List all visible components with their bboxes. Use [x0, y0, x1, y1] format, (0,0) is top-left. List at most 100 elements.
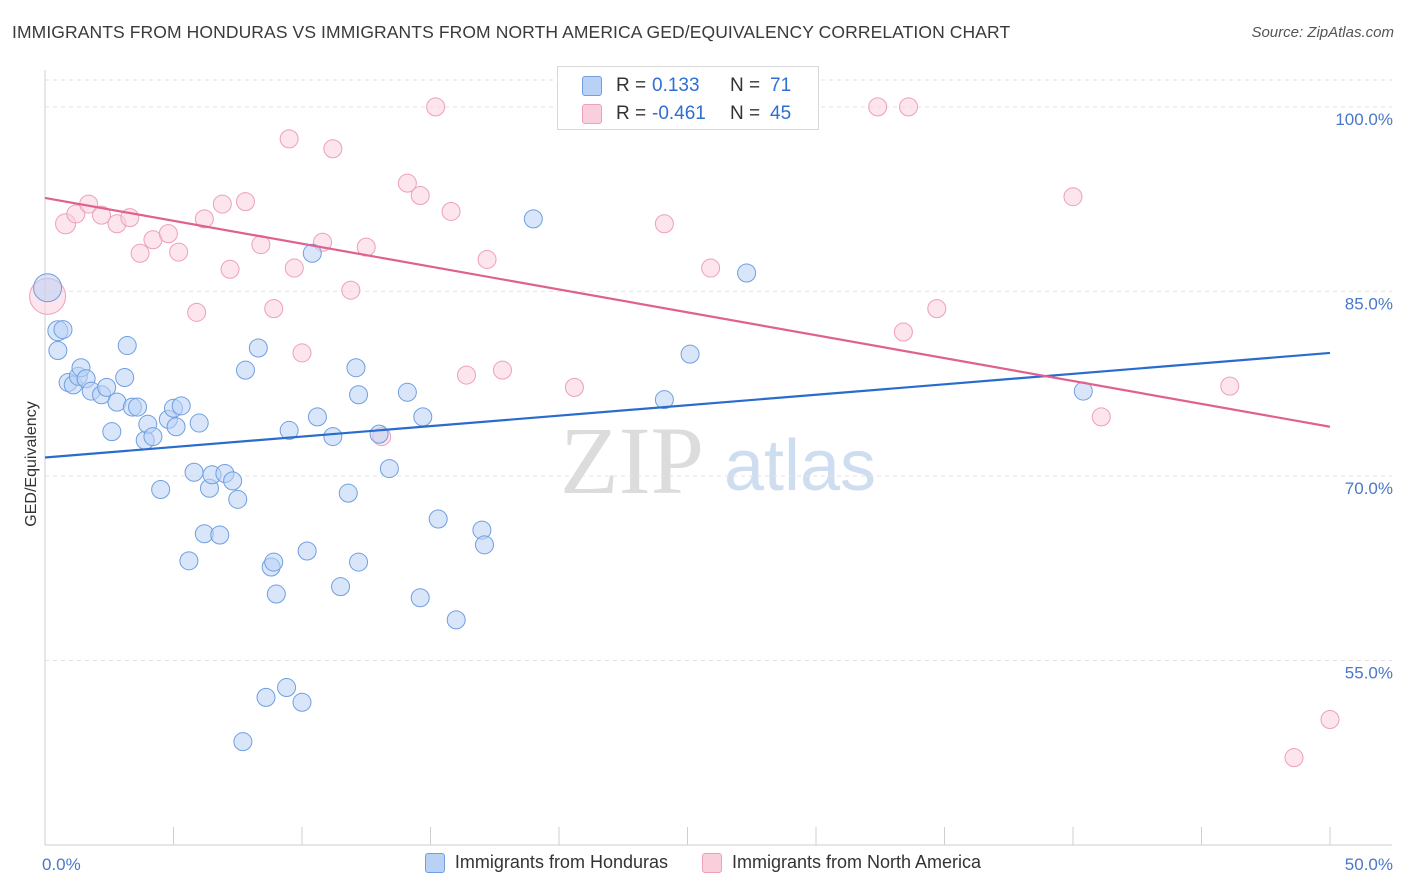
stats-n-value: 45 [770, 103, 792, 124]
point-honduras [102, 422, 122, 442]
x-tick-label: 50.0% [1345, 855, 1393, 874]
chart-title: IMMIGRANTS FROM HONDURAS VS IMMIGRANTS F… [12, 22, 1011, 42]
point-north-america [397, 173, 417, 193]
legend-swatch-honduras [424, 852, 445, 873]
point-north-america [158, 224, 178, 244]
stats-r-value: -0.461 [652, 103, 706, 124]
point-honduras [413, 407, 433, 427]
y-tick-labels: 55.0% 70.0% 85.0% 100.0% [1335, 110, 1393, 683]
point-honduras [115, 368, 135, 388]
point-north-america [426, 97, 446, 117]
stats-r-value: 0.133 [652, 75, 700, 96]
point-honduras [323, 427, 343, 447]
point-honduras [117, 336, 137, 356]
point-honduras [302, 243, 322, 263]
y-tick-label: 100.0% [1335, 110, 1393, 129]
point-north-america [235, 192, 255, 212]
axes [44, 70, 1392, 846]
point-north-america [169, 242, 189, 262]
point-honduras [228, 489, 248, 509]
point-honduras [151, 479, 171, 499]
y-tick-label: 70.0% [1345, 479, 1393, 498]
legend: Immigrants from Honduras Immigrants from… [0, 852, 1406, 873]
point-north-america [477, 249, 497, 269]
trend-lines [44, 196, 1331, 459]
point-north-america [292, 343, 312, 363]
point-honduras [297, 541, 317, 561]
point-north-america [264, 299, 284, 319]
point-north-america [279, 129, 299, 149]
point-north-america [701, 258, 721, 278]
point-honduras [654, 390, 674, 410]
point-north-america [441, 201, 461, 221]
point-honduras [369, 424, 389, 444]
stats-row-honduras: R = 0.133 N = 71 [582, 73, 791, 99]
point-honduras [307, 407, 327, 427]
stats-n-value: 71 [770, 75, 792, 96]
point-honduras [179, 551, 199, 571]
trend-line-north-america [44, 196, 1331, 428]
point-north-america [1320, 710, 1340, 730]
watermark: ZIP atlas [560, 407, 876, 514]
point-honduras [266, 584, 286, 604]
point-honduras [210, 525, 230, 545]
stats-n-label: N = [730, 103, 761, 124]
point-honduras [97, 377, 117, 397]
legend-swatch-north-america [702, 852, 722, 873]
source-label: Source: ZipAtlas.com [1251, 24, 1394, 41]
point-honduras [233, 732, 253, 752]
stats-row-north-america: R = -0.461 N = 45 [582, 101, 791, 127]
point-north-america [927, 299, 947, 319]
point-north-america [1284, 748, 1304, 768]
stats-swatch-honduras [582, 76, 602, 96]
point-north-america [456, 365, 476, 385]
point-honduras [128, 397, 148, 417]
point-north-america [899, 97, 919, 117]
point-north-america [220, 259, 240, 279]
point-north-america [92, 205, 112, 225]
data-points [29, 97, 1340, 768]
point-honduras [264, 552, 284, 572]
trend-line-honduras [44, 351, 1331, 459]
point-honduras [256, 687, 276, 707]
point-north-america [187, 302, 207, 322]
point-north-america [194, 209, 214, 229]
x-tick-label: 0.0% [42, 855, 81, 874]
point-north-america [284, 258, 304, 278]
point-honduras [428, 509, 448, 529]
point-honduras [410, 588, 430, 608]
point-honduras [680, 344, 700, 364]
legend-label-north-america: Immigrants from North America [732, 852, 982, 872]
point-honduras [189, 413, 209, 433]
point-north-america [492, 360, 512, 380]
point-honduras [397, 382, 417, 402]
point-honduras [737, 263, 757, 283]
point-honduras [346, 358, 366, 378]
point-honduras [184, 462, 204, 482]
point-honduras [166, 417, 186, 437]
point-honduras [446, 610, 466, 630]
point-honduras [33, 273, 63, 303]
point-honduras [474, 535, 494, 555]
x-tick-labels: 0.0% 50.0% [42, 855, 1393, 874]
point-north-america [410, 185, 430, 205]
point-north-america [323, 139, 343, 159]
point-honduras [53, 320, 73, 340]
legend-item-honduras[interactable]: Immigrants from Honduras [424, 852, 668, 873]
stats-legend: R = 0.133 N = 71 R = -0.461 N = 45 [557, 66, 819, 130]
point-honduras [277, 678, 297, 698]
watermark-zip: ZIP [560, 407, 704, 514]
point-honduras [379, 459, 399, 479]
legend-item-north-america[interactable]: Immigrants from North America [702, 852, 981, 873]
point-north-america [564, 377, 584, 397]
y-axis-title: GED/Equivalency [23, 401, 40, 526]
point-north-america [868, 97, 888, 117]
point-north-america [1091, 407, 1111, 427]
point-honduras [292, 692, 312, 712]
point-honduras [223, 471, 243, 491]
point-north-america [1220, 376, 1240, 396]
point-honduras [279, 420, 299, 440]
y-tick-label: 85.0% [1345, 294, 1393, 313]
point-honduras [523, 209, 543, 229]
